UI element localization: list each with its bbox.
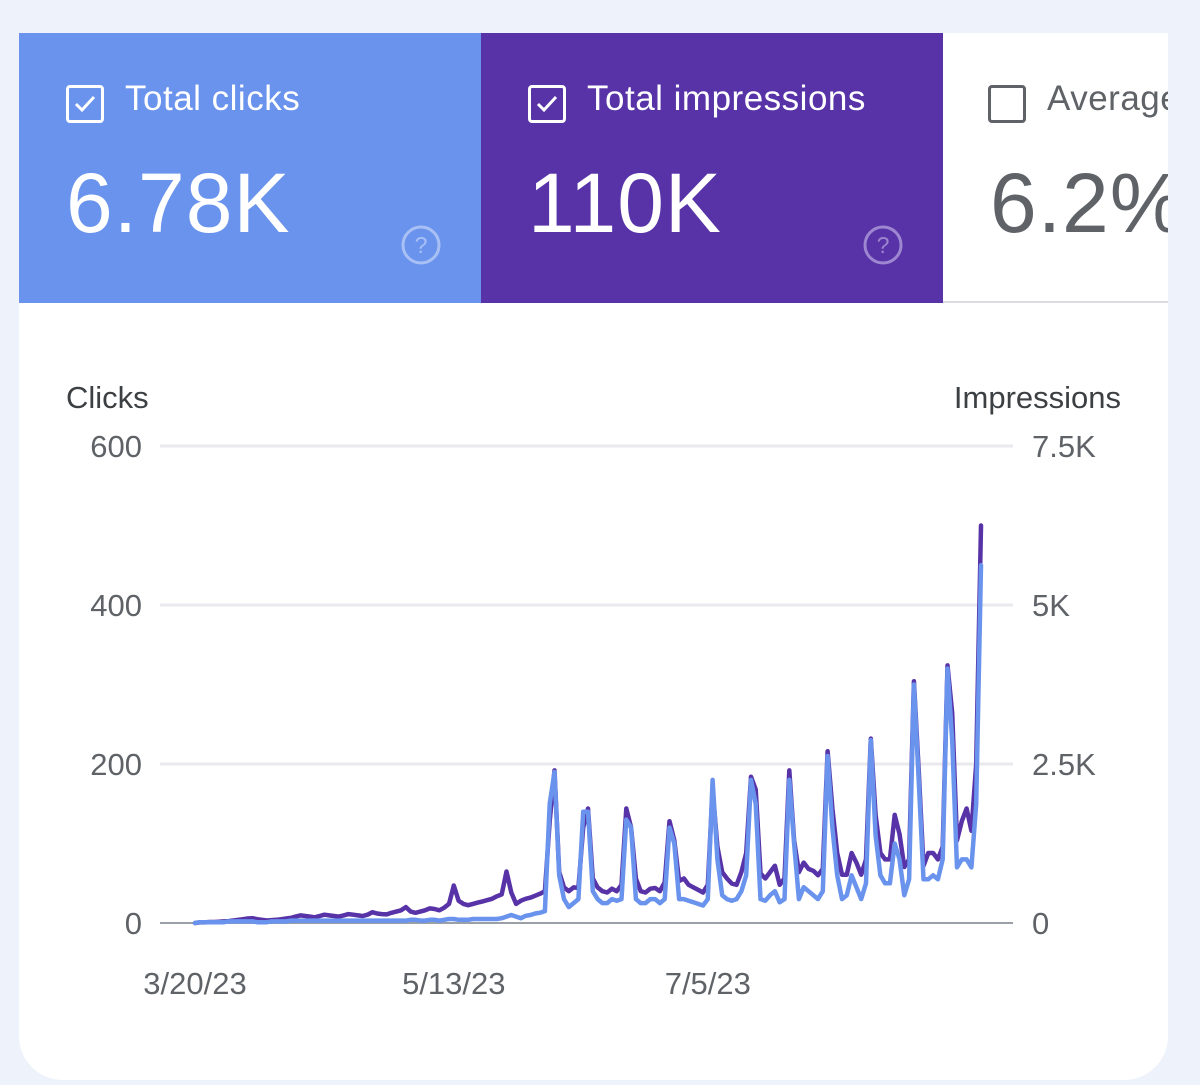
checkbox-checked-icon[interactable] [528, 85, 566, 123]
impressions-series-line [192, 523, 984, 926]
right-axis-tick-label: 7.5K [1032, 429, 1096, 464]
checkbox-checked-icon[interactable] [66, 85, 104, 123]
gridlines [160, 444, 1013, 924]
performance-chart-area: Clicks Impressions 0 200 400 600 0 2.5K 5K 7.5… [19, 303, 1168, 1080]
x-axis-tick-label: 7/5/23 [665, 966, 751, 1001]
right-axis-tick-label: 5K [1032, 588, 1070, 623]
total-impressions-card[interactable]: Total impressions 110K ? [481, 33, 943, 303]
left-axis-tick-label: 400 [90, 588, 142, 623]
performance-card: Total clicks 6.78K ? Total impressions 1… [19, 33, 1168, 1080]
average-ctr-value: 6.2% [990, 156, 1168, 250]
x-axis-tick-label: 3/20/23 [143, 966, 246, 1001]
average-ctr-card[interactable]: Average CTR 6.2% [943, 33, 1168, 303]
total-clicks-label: Total clicks [125, 79, 301, 118]
left-axis-title: Clicks [66, 380, 149, 415]
right-axis-tick-label: 0 [1032, 906, 1049, 941]
question-circle-icon[interactable]: ? [862, 224, 904, 266]
right-axis-ticks: 0 2.5K 5K 7.5K [1032, 429, 1096, 941]
total-impressions-value: 110K [528, 156, 722, 250]
left-axis-tick-label: 0 [125, 906, 142, 941]
checkbox-unchecked-icon[interactable] [988, 85, 1026, 123]
x-axis-ticks: 3/20/23 5/13/23 7/5/23 [143, 966, 751, 1001]
x-axis-tick-label: 5/13/23 [402, 966, 505, 1001]
total-impressions-label: Total impressions [587, 79, 866, 118]
total-clicks-value: 6.78K [66, 156, 291, 250]
average-ctr-label: Average CTR [1047, 79, 1168, 118]
total-clicks-card[interactable]: Total clicks 6.78K ? [19, 33, 481, 303]
chart-series [192, 523, 984, 926]
question-circle-icon[interactable]: ? [400, 224, 442, 266]
svg-text:?: ? [877, 232, 890, 258]
right-axis-tick-label: 2.5K [1032, 747, 1096, 782]
left-axis-tick-label: 600 [90, 429, 142, 464]
svg-text:?: ? [415, 232, 428, 258]
right-axis-title: Impressions [954, 380, 1121, 415]
metric-cards: Total clicks 6.78K ? Total impressions 1… [19, 33, 1168, 303]
clicks-series-line [192, 563, 984, 926]
left-axis-ticks: 0 200 400 600 [90, 429, 142, 941]
left-axis-tick-label: 200 [90, 747, 142, 782]
performance-chart: Clicks Impressions 0 200 400 600 0 2.5K 5K 7.5… [66, 380, 1121, 1001]
